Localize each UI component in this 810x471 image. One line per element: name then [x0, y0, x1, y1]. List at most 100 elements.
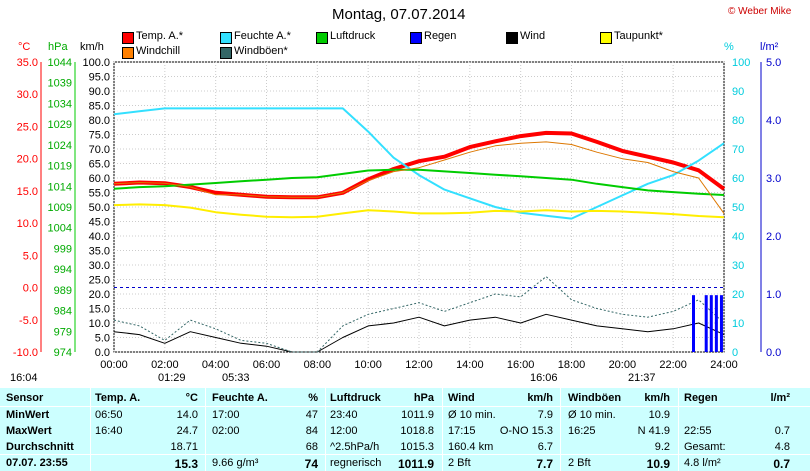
- wind-tick-label: 85.0: [89, 101, 110, 113]
- table-divider: [325, 388, 326, 471]
- table-header: km/h: [644, 392, 670, 404]
- series-line-luftdruck: [113, 168, 725, 196]
- table-cell: 4.8 l/m²: [684, 457, 721, 469]
- table-cell: 17:00: [212, 409, 240, 421]
- table-cell: 24.7: [176, 425, 198, 437]
- wind-tick-label: 20.0: [89, 289, 110, 301]
- wind-tick-label: 55.0: [89, 188, 110, 200]
- table-cell: 0.7: [773, 457, 790, 471]
- table-rule: [0, 454, 810, 455]
- table-cell: 4.8: [774, 441, 790, 453]
- axis-labels: 100.095.090.085.080.075.070.065.060.055.…: [10, 41, 781, 384]
- x-tick-label: 14:00: [456, 359, 484, 371]
- pressure-tick-label: 994: [54, 264, 72, 276]
- pressure-tick-label: 1029: [48, 119, 72, 131]
- table-header: Temp. A.: [95, 392, 141, 404]
- table-cell: 12:00: [330, 425, 358, 437]
- table-rule: [0, 406, 810, 407]
- rain-bar: [719, 295, 723, 352]
- legend-swatch: [122, 47, 134, 59]
- wind-tick-label: 10.0: [89, 318, 110, 330]
- table-header: °C: [185, 392, 198, 404]
- table-cell: 9.66 g/m³: [212, 457, 259, 469]
- humidity-tick-label: 30: [732, 260, 744, 272]
- wind-tick-label: 100.0: [82, 57, 110, 69]
- humidity-tick-label: 90: [732, 86, 744, 98]
- table-header: Luftdruck: [330, 392, 381, 404]
- temp-tick-label: 10.0: [17, 218, 38, 230]
- humidity-tick-label: 10: [732, 318, 744, 330]
- table-header: Regen: [684, 392, 718, 404]
- x-tick-label: 12:00: [405, 359, 433, 371]
- pressure-tick-label: 1044: [48, 57, 72, 69]
- table-cell: 6.7: [537, 441, 553, 453]
- rain-tick-label: 0.0: [766, 347, 781, 359]
- table-row-label: Durchschnitt: [6, 441, 74, 453]
- table-cell: 10.9: [648, 409, 670, 421]
- wind-tick-label: 95.0: [89, 72, 110, 84]
- table-cell: 14.0: [176, 409, 198, 421]
- wind-unit-label: km/h: [80, 41, 104, 53]
- legend-swatch: [122, 32, 134, 44]
- weather-chart: 100.095.090.085.080.075.070.065.060.055.…: [10, 41, 781, 384]
- series-line-windben: [113, 276, 725, 353]
- table-cell: 160.4 km: [448, 441, 494, 453]
- table-divider: [442, 388, 443, 471]
- marker-t2: 05:33: [222, 372, 250, 384]
- legend-swatch: [410, 32, 422, 44]
- x-tick-label: 06:00: [253, 359, 281, 371]
- table-header: Wind: [448, 392, 475, 404]
- pressure-tick-label: 1024: [48, 140, 72, 152]
- pressure-tick-label: 999: [54, 243, 72, 255]
- temp-tick-label: 0.0: [23, 283, 38, 295]
- wind-tick-label: 25.0: [89, 275, 110, 287]
- table-header: Windböen: [568, 392, 622, 404]
- pressure-tick-label: 984: [54, 306, 72, 318]
- table-cell: O-NO 15.3: [499, 425, 553, 437]
- pressure-tick-label: 1019: [48, 161, 72, 173]
- humidity-tick-label: 60: [732, 173, 744, 185]
- legend-swatch: [316, 32, 328, 44]
- wind-tick-label: 0.0: [95, 347, 110, 359]
- temp-tick-label: 30.0: [17, 89, 38, 101]
- marker-t3: 16:06: [530, 372, 558, 384]
- humidity-tick-label: 50: [732, 202, 744, 214]
- table-cell: 10.9: [646, 457, 670, 471]
- table-header: Sensor: [6, 392, 44, 404]
- temp-unit-label: °C: [18, 41, 30, 53]
- series-line-taupunkt: [113, 203, 725, 219]
- rain-bar: [709, 295, 713, 352]
- rain-tick-label: 4.0: [766, 115, 781, 127]
- legend-swatch: [506, 32, 518, 44]
- wind-tick-label: 80.0: [89, 115, 110, 127]
- humidity-tick-label: 70: [732, 144, 744, 156]
- legend-label: Feuchte A.*: [234, 30, 291, 42]
- humidity-tick-label: 100: [732, 57, 750, 69]
- copyright-label: © Weber Mike: [728, 6, 792, 17]
- table-cell: 84: [305, 425, 318, 437]
- wind-tick-label: 35.0: [89, 246, 110, 258]
- x-tick-label: 02:00: [151, 359, 179, 371]
- humidity-unit-label: %: [724, 41, 734, 53]
- table-cell: 2 Bft: [568, 457, 591, 469]
- table-cell: 17:15: [448, 425, 476, 437]
- table-cell: Ø 10 min.: [568, 409, 616, 421]
- rain-tick-label: 5.0: [766, 57, 781, 69]
- table-cell: 16:40: [95, 425, 123, 437]
- table-cell: 18.71: [170, 441, 198, 453]
- marker-t1: 01:29: [158, 372, 186, 384]
- rain-bar: [714, 295, 718, 352]
- x-tick-label: 08:00: [304, 359, 332, 371]
- chart-series: [113, 107, 726, 353]
- rain-unit-label: l/m²: [760, 41, 779, 53]
- table-cell: Gesamt:: [684, 441, 726, 453]
- legend-swatch: [600, 32, 612, 44]
- humidity-tick-label: 20: [732, 289, 744, 301]
- table-row-label: MaxWert: [6, 425, 52, 437]
- series-line-windchill: [113, 141, 725, 214]
- table-cell: 23:40: [330, 409, 358, 421]
- x-tick-label: 10:00: [354, 359, 382, 371]
- table-cell: 02:00: [212, 425, 240, 437]
- table-cell: 16:25: [568, 425, 596, 437]
